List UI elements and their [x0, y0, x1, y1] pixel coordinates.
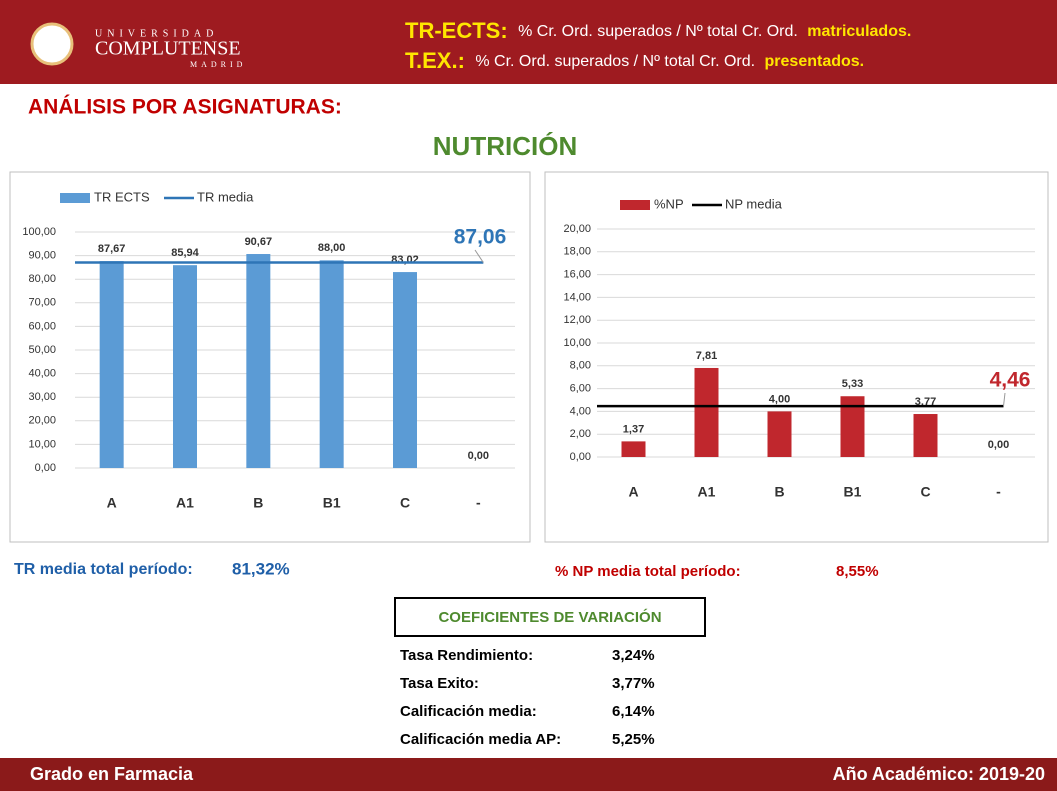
value-label: 1,37: [623, 423, 644, 435]
logo-main: COMPLUTENSE: [95, 38, 241, 60]
row-value: 3,24%: [612, 647, 655, 664]
value-label: 0,00: [468, 450, 489, 462]
value-label: 0,00: [988, 439, 1009, 451]
row-label: Tasa Rendimiento:: [400, 647, 533, 664]
y-tick-label: 18,00: [563, 246, 591, 258]
y-tick-label: 2,00: [570, 428, 591, 440]
bar: [173, 265, 197, 468]
summary-label: TR media total período:: [14, 561, 193, 578]
x-tick-label: -: [996, 484, 1001, 500]
y-tick-label: 60,00: [28, 320, 56, 332]
chart-frame: [544, 171, 1049, 543]
y-tick-label: 80,00: [28, 273, 56, 285]
bar: [246, 254, 271, 468]
x-tick-label: B: [253, 495, 263, 511]
row-label: Calificación media:: [400, 703, 537, 720]
y-tick-label: 4,00: [570, 405, 591, 417]
y-tick-label: 14,00: [563, 291, 591, 303]
y-tick-label: 10,00: [28, 438, 56, 450]
value-label: 7,81: [696, 350, 717, 362]
bar: [913, 414, 938, 457]
mean-label: 87,06: [454, 226, 507, 249]
value-label: 4,00: [769, 393, 790, 405]
y-tick-label: 20,00: [563, 223, 591, 235]
y-tick-label: 20,00: [28, 415, 56, 427]
x-tick-label: A: [107, 495, 117, 511]
x-tick-label: C: [920, 484, 930, 500]
table-rows: Tasa Rendimiento: 3,24% Tasa Exito: 3,77% Ca…: [400, 647, 655, 748]
mean-label: 4,46: [990, 369, 1031, 392]
header-band: [0, 0, 1057, 84]
header-line: T.EX.: % Cr. Ord. superados / Nº total C…: [405, 48, 864, 73]
bar: [767, 411, 792, 457]
section-title: ANÁLISIS POR ASIGNATURAS:: [28, 96, 342, 119]
row-value: 6,14%: [612, 703, 655, 720]
mean-leader: [1003, 392, 1006, 407]
definition: % Cr. Ord. superados / Nº total Cr. Ord.: [518, 23, 798, 40]
y-tick-label: 70,00: [28, 297, 56, 309]
x-tick-label: A1: [698, 484, 716, 500]
summary-value: 8,55%: [836, 563, 879, 580]
footer-right: Año Académico: 2019-20: [833, 764, 1045, 784]
value-label: 5,33: [842, 378, 863, 390]
subject: NUTRICIÓN: [433, 131, 577, 161]
footer-left: Grado en Farmacia: [30, 764, 194, 784]
row-value: 3,77%: [612, 675, 655, 692]
value-label: 87,67: [98, 243, 126, 255]
x-tick-label: B1: [323, 495, 341, 511]
term: TR-ECTS:: [405, 18, 508, 43]
legend-label: TR media: [197, 189, 254, 204]
y-tick-label: 50,00: [28, 344, 56, 356]
legend-label: TR ECTS: [94, 189, 150, 204]
row-label: Tasa Exito:: [400, 675, 479, 692]
header-line: TR-ECTS: % Cr. Ord. superados / Nº total…: [405, 18, 911, 43]
y-tick-label: 40,00: [28, 368, 56, 380]
x-tick-label: B: [774, 484, 784, 500]
logo-top: UNIVERSIDAD: [95, 28, 218, 39]
y-tick-label: 16,00: [563, 269, 591, 281]
legend-swatch: [620, 200, 650, 210]
bar: [393, 272, 417, 468]
y-tick-label: 90,00: [28, 250, 56, 262]
value-label: 83,02: [391, 254, 419, 266]
y-tick-label: 0,00: [35, 462, 56, 474]
highlight: presentados.: [765, 53, 865, 70]
value-label: 90,67: [245, 236, 273, 248]
term: T.EX.:: [405, 48, 465, 73]
logo-bottom: MADRID: [190, 60, 246, 69]
legend-label: NP media: [725, 196, 783, 211]
bar: [99, 261, 124, 468]
bar: [319, 260, 344, 468]
x-tick-label: A: [628, 484, 638, 500]
y-tick-label: 30,00: [28, 391, 56, 403]
value-label: 85,94: [171, 247, 199, 259]
y-tick-label: 12,00: [563, 314, 591, 326]
footer-band: [0, 758, 1057, 791]
y-tick-label: 6,00: [570, 383, 591, 395]
y-tick-label: 10,00: [563, 337, 591, 349]
y-tick-label: 100,00: [22, 226, 56, 238]
x-tick-label: A1: [176, 495, 194, 511]
logo-seal: [30, 22, 74, 66]
highlight: matriculados.: [807, 23, 911, 40]
row-label: Calificación media AP:: [400, 731, 561, 748]
legend-swatch: [60, 193, 90, 203]
summary-value: 81,32%: [232, 559, 290, 578]
summary-label: % NP media total período:: [555, 563, 741, 580]
x-tick-label: B1: [844, 484, 862, 500]
x-tick-label: C: [400, 495, 410, 511]
bar: [621, 441, 646, 457]
x-tick-label: -: [476, 495, 481, 511]
y-tick-label: 8,00: [570, 360, 591, 372]
mean-leader: [474, 249, 484, 263]
bar: [694, 367, 719, 457]
table-title: COEFICIENTES DE VARIACIÓN: [438, 608, 661, 626]
table-title-box: [394, 597, 706, 637]
value-label: 88,00: [318, 242, 346, 254]
y-tick-label: 0,00: [570, 451, 591, 463]
row-value: 5,25%: [612, 731, 655, 748]
definition: % Cr. Ord. superados / Nº total Cr. Ord.: [475, 53, 755, 70]
legend-label: %NP: [654, 196, 684, 211]
